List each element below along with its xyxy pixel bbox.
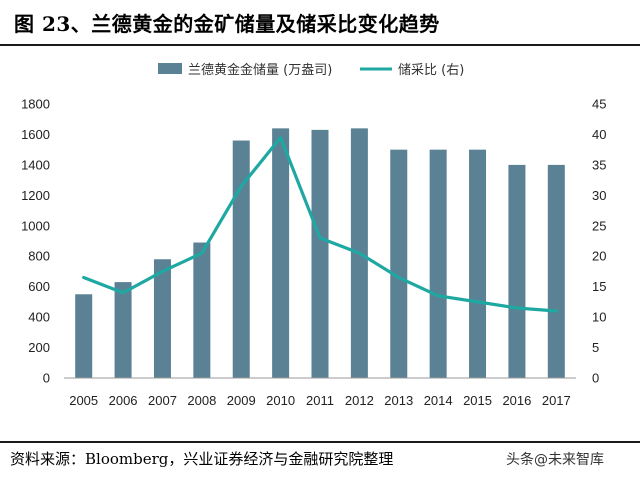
y-right-tick-label: 40 <box>592 127 606 142</box>
x-tick-label: 2010 <box>266 393 295 408</box>
x-tick-label: 2013 <box>384 393 413 408</box>
bar-series <box>75 128 565 378</box>
bar <box>272 128 290 378</box>
y-left-tick-label: 200 <box>28 340 50 355</box>
y-left-tick-label: 1400 <box>21 157 50 172</box>
y-left-tick-label: 0 <box>43 371 50 386</box>
y-right-tick-label: 25 <box>592 218 606 233</box>
x-tick-label: 2007 <box>148 393 177 408</box>
y-left-tick-label: 1000 <box>21 218 50 233</box>
y-right-tick-label: 20 <box>592 249 606 264</box>
y-right-tick-label: 5 <box>592 340 599 355</box>
y-left-tick-label: 800 <box>28 249 50 264</box>
title-divider <box>0 44 640 46</box>
bar <box>75 294 93 378</box>
source-note: 资料来源：Bloomberg，兴业证券经济与金融研究院整理 <box>10 450 394 468</box>
bar <box>390 149 408 378</box>
legend-bar-swatch <box>158 63 182 74</box>
y-right-tick-label: 15 <box>592 279 606 294</box>
x-tick-label: 2011 <box>306 393 334 408</box>
y-left-tick-label: 1600 <box>21 127 50 142</box>
bar <box>429 149 447 378</box>
x-tick-label: 2012 <box>345 393 374 408</box>
legend: 兰德黄金金储量 (万盎司) 储采比 (右) <box>158 62 464 78</box>
y-right-tick-label: 0 <box>592 371 599 386</box>
x-tick-label: 2006 <box>109 393 138 408</box>
bar <box>469 149 487 378</box>
watermark: 头条@未来智库 <box>506 452 604 468</box>
y-right-tick-label: 35 <box>592 157 606 172</box>
bar <box>193 242 211 378</box>
x-tick-label: 2016 <box>502 393 531 408</box>
footer-divider <box>0 441 640 443</box>
line-series <box>82 135 558 313</box>
x-tick-label: 2017 <box>542 393 571 408</box>
y-left-tick-label: 600 <box>28 279 50 294</box>
legend-line-label: 储采比 (右) <box>398 63 464 78</box>
bar <box>311 129 329 378</box>
x-tick-label: 2008 <box>187 393 216 408</box>
x-tick-label: 2014 <box>424 393 453 408</box>
chart-title: 图 23、兰德黄金的金矿储量及储采比变化趋势 <box>14 12 440 36</box>
bar <box>508 164 526 378</box>
x-tick-label: 2009 <box>227 393 256 408</box>
y-left-tick-label: 1800 <box>21 97 50 112</box>
bar <box>232 140 250 378</box>
bar <box>153 259 171 378</box>
legend-bar-label: 兰德黄金金储量 (万盎司) <box>188 62 332 78</box>
x-tick-label: 2015 <box>463 393 492 408</box>
axes: 0 200 400 600 800 1000 1200 1400 1600 1800 0 5 10 15 2… <box>21 97 606 409</box>
y-left-tick-label: 1200 <box>21 188 50 203</box>
y-right-tick-label: 10 <box>592 310 606 325</box>
y-right-tick-label: 30 <box>592 188 606 203</box>
y-right-tick-label: 45 <box>592 97 606 112</box>
bar <box>547 164 565 378</box>
x-tick-label: 2005 <box>69 393 98 408</box>
bar <box>114 282 132 378</box>
y-left-tick-label: 400 <box>28 310 50 325</box>
chart: 兰德黄金金储量 (万盎司) 储采比 (右) 0200400600800100012… <box>21 62 606 409</box>
